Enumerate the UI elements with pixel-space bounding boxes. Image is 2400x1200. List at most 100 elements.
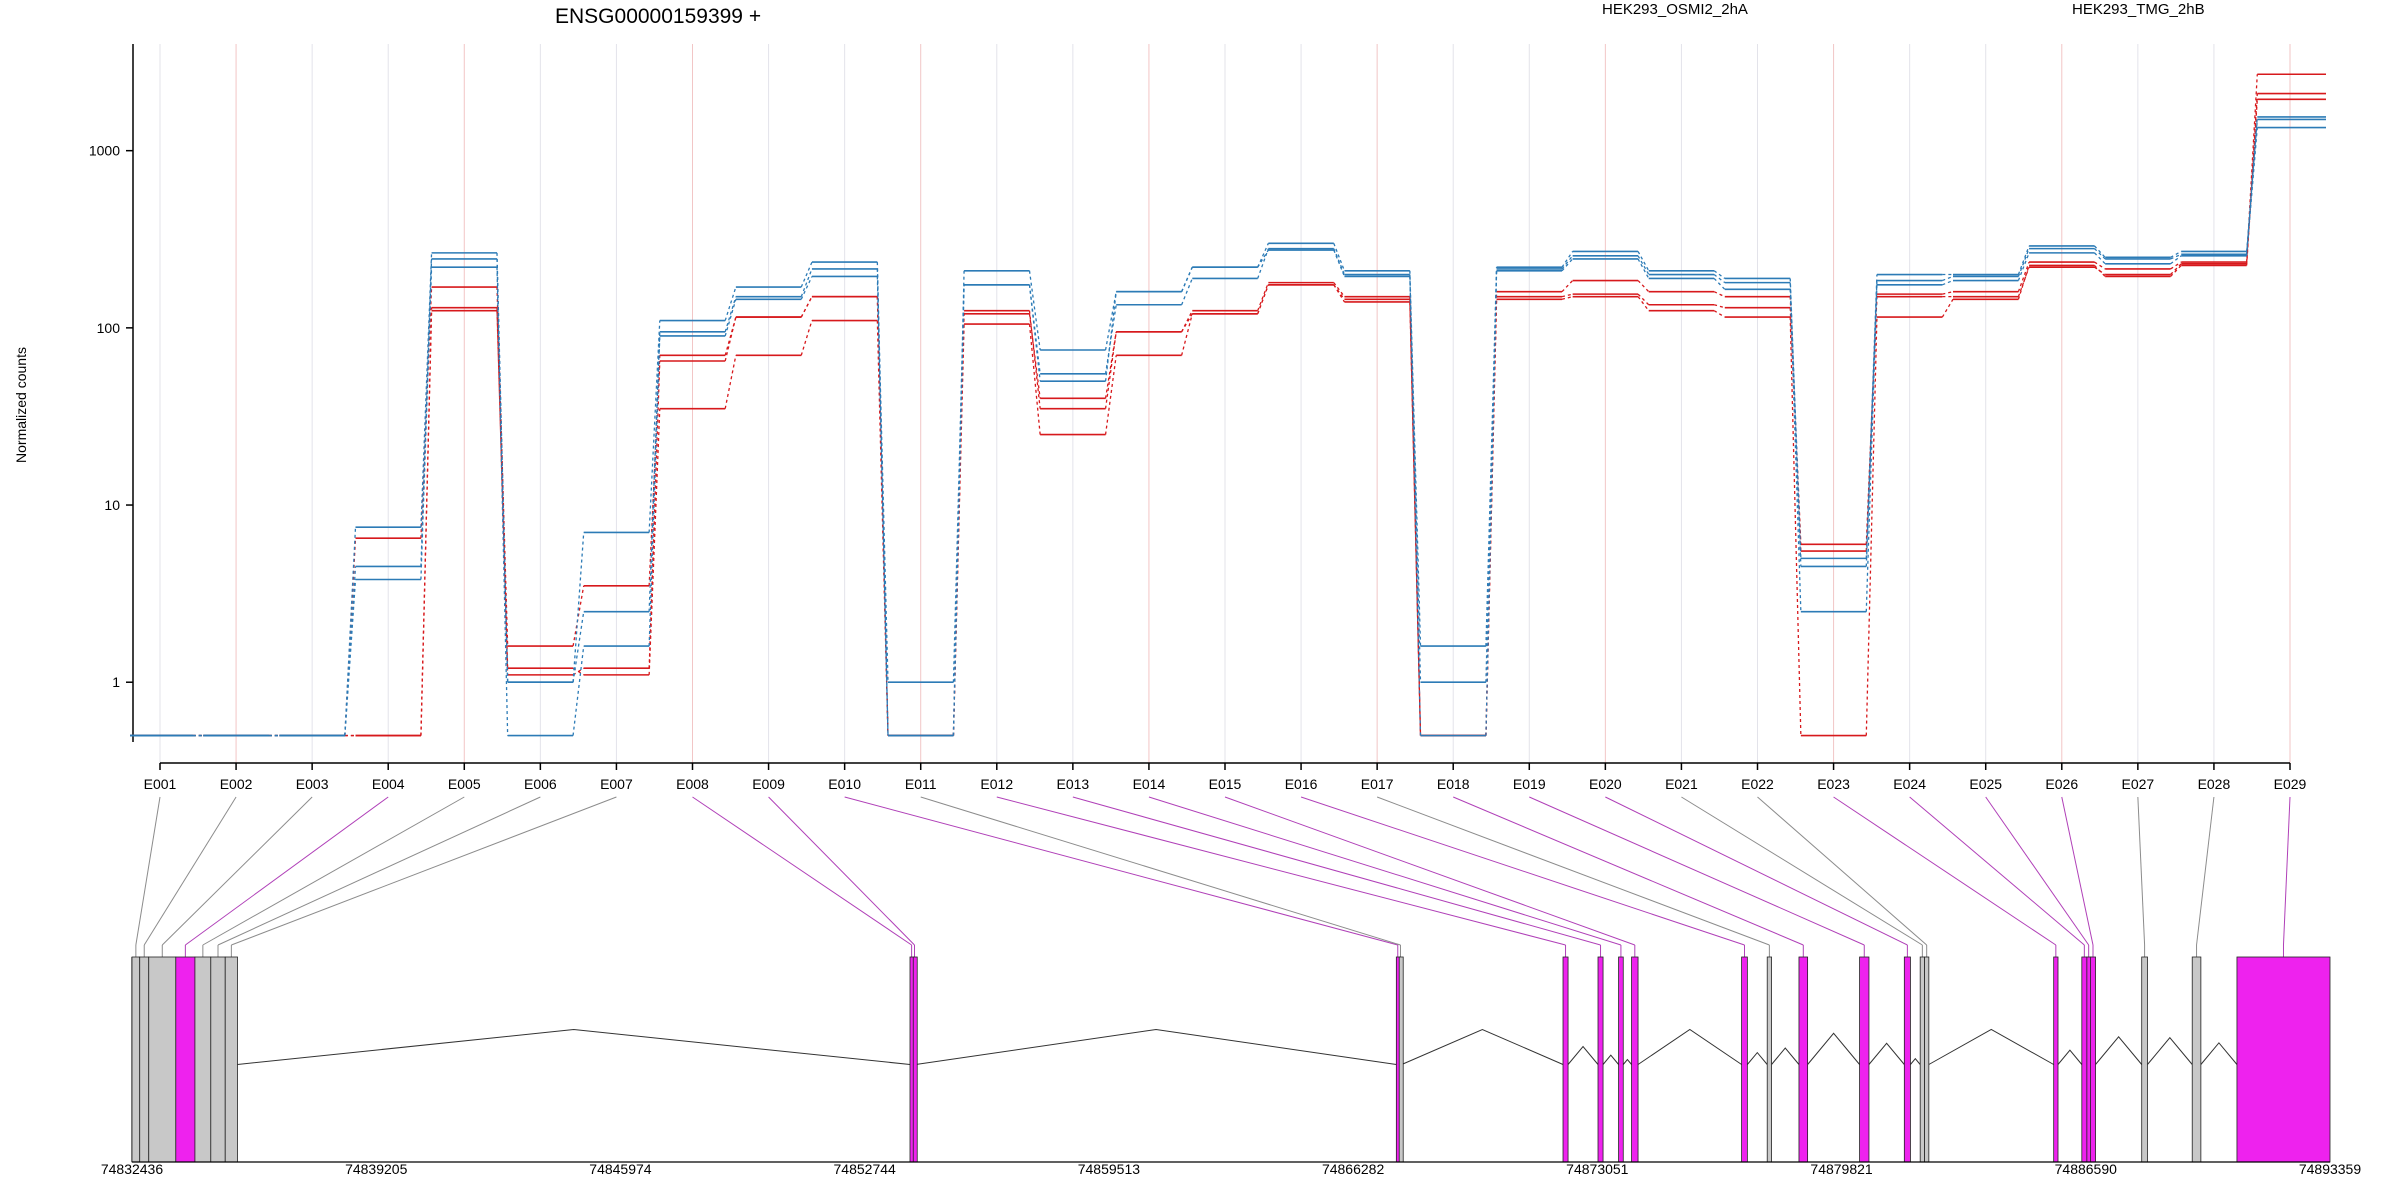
transition-line (1713, 291, 1726, 298)
transition-line (1561, 293, 1573, 298)
transition-line (2017, 266, 2030, 297)
intron-line (1928, 1028, 2054, 1065)
exon-box-e006 (210, 956, 226, 1163)
transition-line (1257, 243, 1269, 268)
series-b-4 (130, 116, 2326, 737)
transition-line (2170, 265, 2182, 277)
transition-line (2245, 99, 2258, 266)
exon-box-e014 (1618, 956, 1624, 1163)
x-tick-label-e011: E011 (905, 776, 937, 792)
transition-line (724, 299, 737, 337)
exon-box-e020 (1903, 956, 1911, 1163)
connector-e027 (2137, 796, 2146, 946)
transition-line (1257, 284, 1269, 315)
y-tick-label: 100 (97, 320, 121, 336)
x-tick-label-e018: E018 (1437, 776, 1470, 792)
intron-line (237, 1028, 911, 1065)
transition-line (1637, 258, 1650, 279)
exon-box-e018 (1798, 956, 1809, 1163)
x-tick-label-e001: E001 (144, 776, 177, 792)
transition-line (2017, 248, 2030, 277)
transition-line (1865, 284, 1878, 612)
transition-line (1865, 317, 1878, 736)
connector-e016 (1300, 796, 1745, 946)
transition-line (2170, 261, 2182, 270)
connector-e009 (768, 796, 915, 946)
genomic-coordinate-axis: 74832436 74839205 74845974 74852744 74859513… (101, 1161, 2362, 1177)
intron-line (1622, 1058, 1632, 1065)
transition-line (1028, 313, 1041, 399)
x-tick-label-e014: E014 (1133, 776, 1166, 792)
connector-e023 (1833, 796, 2057, 946)
count-series (130, 73, 2326, 737)
connector-e022 (1757, 796, 1928, 946)
connector-e025 (1985, 796, 2090, 946)
exon-box-e021 (1919, 956, 1925, 1163)
transition-line (952, 270, 965, 736)
exon-box-e015 (1631, 956, 1639, 1163)
transition-line (1333, 243, 1346, 271)
transition-line (800, 268, 813, 297)
transition-line (648, 331, 661, 612)
transition-line (1561, 296, 1573, 300)
transition-line (1104, 331, 1117, 409)
intron-line (1602, 1054, 1619, 1065)
connector-e013 (1072, 796, 1601, 946)
series-a-1 (130, 92, 2326, 737)
transition-line (2170, 255, 2182, 265)
transition-line (648, 360, 661, 669)
intron-line (1910, 1057, 1921, 1065)
exon-box-e001 (131, 956, 141, 1163)
transition-line (1028, 310, 1041, 409)
transition-line (1028, 270, 1041, 351)
exon-box-e002 (139, 956, 150, 1163)
intron-line (1401, 1028, 1564, 1065)
transition-line (1181, 266, 1193, 292)
coordinate-label: 74832436 (101, 1161, 164, 1177)
transition-line (2094, 248, 2106, 260)
x-tick-label-e024: E024 (1893, 776, 1926, 792)
transition-line (344, 527, 357, 736)
x-tick-label-e013: E013 (1057, 776, 1090, 792)
x-tick-label-e028: E028 (2198, 776, 2231, 792)
transition-line (1333, 284, 1345, 303)
exon-box-e029 (2236, 956, 2331, 1163)
transition-line (2017, 261, 2030, 292)
transition-line (496, 258, 509, 683)
x-tick-label-e005: E005 (448, 776, 481, 792)
transition-line (1713, 274, 1726, 284)
transition-line (952, 284, 965, 736)
intron-line (1771, 1047, 1800, 1065)
transition-line (724, 355, 737, 409)
transition-line (2245, 116, 2258, 255)
coordinate-label: 74886590 (2055, 1161, 2118, 1177)
connector-e017 (1376, 796, 1770, 946)
exon-box-e011 (1398, 956, 1404, 1163)
transition-line (1941, 298, 1954, 318)
connector-e002 (143, 796, 237, 946)
y-tick-label: 10 (104, 497, 120, 513)
intron-line (1567, 1045, 1599, 1065)
intron-line (915, 1028, 1397, 1065)
series-b-3 (130, 118, 2326, 737)
x-tick-label-e007: E007 (600, 776, 633, 792)
series-b-5 (130, 126, 2326, 737)
x-tick-label-e020: E020 (1589, 776, 1622, 792)
intron-line (1868, 1042, 1905, 1065)
x-tick-label-e026: E026 (2045, 776, 2078, 792)
transition-line (1181, 310, 1193, 333)
transition-line (572, 645, 585, 736)
coordinate-label: 74839205 (345, 1161, 408, 1177)
exon-box-e024 (2081, 956, 2088, 1163)
x-tick-label-e019: E019 (1513, 776, 1546, 792)
exon-box-e028 (2191, 956, 2202, 1163)
x-axis-exons: E001 E002 E003 E004 E005 E006 E007 E008 E009 E010… (144, 762, 2307, 792)
transition-line (1942, 275, 1954, 282)
exon-box-e026 (2090, 956, 2096, 1163)
transition-line (1789, 289, 1802, 612)
x-tick-label-e010: E010 (828, 776, 861, 792)
transition-line (2170, 263, 2182, 275)
y-axis: 1 10 100 1000 (89, 44, 134, 742)
intron-line (1807, 1032, 1860, 1065)
exon-box-e005 (194, 956, 212, 1163)
